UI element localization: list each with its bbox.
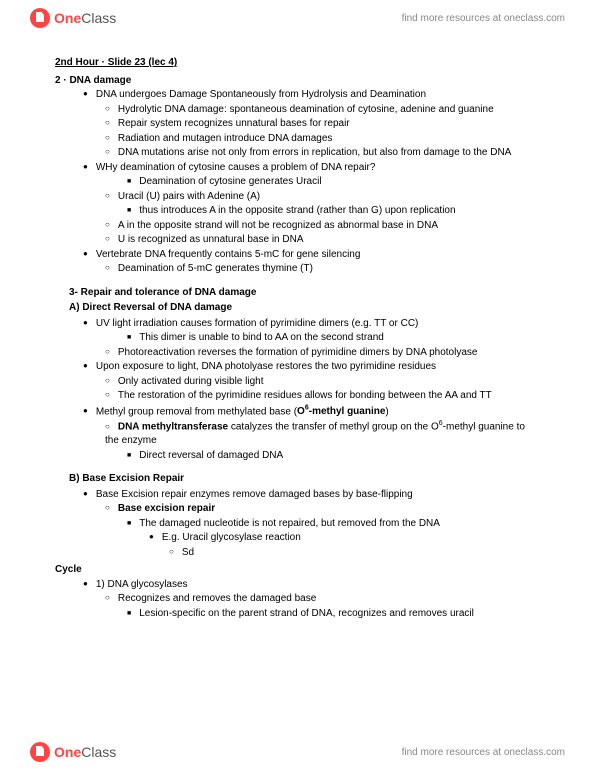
logo-one: One xyxy=(54,10,81,26)
list-item: DNA methyltransferase catalyzes the tran… xyxy=(105,419,540,447)
footer-tagline: find more resources at oneclass.com xyxy=(402,747,565,758)
brand-logo-footer: OneClass xyxy=(30,742,116,762)
document-body: 2nd Hour · Slide 23 (lec 4) 2 · DNA dama… xyxy=(0,36,595,661)
list-item: Only activated during visible light xyxy=(105,375,540,389)
list-item: Photoreactivation reverses the formation… xyxy=(105,346,540,360)
page-title: 2nd Hour · Slide 23 (lec 4) xyxy=(55,56,540,70)
list-item: Repair system recognizes unnatural bases… xyxy=(105,117,540,131)
list-item: Deamination of 5-mC generates thymine (T… xyxy=(105,262,540,276)
logo-icon xyxy=(30,742,50,762)
list-item: thus introduces A in the opposite strand… xyxy=(127,204,540,218)
page-header: OneClass find more resources at oneclass… xyxy=(0,0,595,36)
list-item: A in the opposite strand will not be rec… xyxy=(105,219,540,233)
list-item: Base excision repair xyxy=(105,502,540,516)
cycle-heading: Cycle xyxy=(55,563,540,577)
section2-heading: 2 · DNA damage xyxy=(55,74,540,88)
list-item: Radiation and mutagen introduce DNA dama… xyxy=(105,132,540,146)
list-item: UV light irradiation causes formation of… xyxy=(83,317,540,331)
list-item: Lesion-specific on the parent strand of … xyxy=(127,607,540,621)
list-item: Vertebrate DNA frequently contains 5-mC … xyxy=(83,248,540,262)
section2-list: DNA undergoes Damage Spontaneously from … xyxy=(55,88,540,102)
list-item: Base Excision repair enzymes remove dama… xyxy=(83,488,540,502)
logo-text: OneClass xyxy=(54,10,116,26)
logo-class: Class xyxy=(81,10,116,26)
list-item: Methyl group removal from methylated bas… xyxy=(83,404,540,419)
list-item: Direct reversal of damaged DNA xyxy=(127,449,540,463)
list-item: DNA undergoes Damage Spontaneously from … xyxy=(83,88,540,102)
section3-heading: 3- Repair and tolerance of DNA damage xyxy=(69,286,540,300)
list-item: Sd xyxy=(169,546,540,560)
header-tagline: find more resources at oneclass.com xyxy=(402,13,565,24)
list-item: E.g. Uracil glycosylase reaction xyxy=(149,531,540,545)
list-item: This dimer is unable to bind to AA on th… xyxy=(127,331,540,345)
logo-icon xyxy=(30,8,50,28)
logo-text: OneClass xyxy=(54,744,116,760)
list-item: Recognizes and removes the damaged base xyxy=(105,592,540,606)
list-item: Upon exposure to light, DNA photolyase r… xyxy=(83,360,540,374)
section3a-label: A) Direct Reversal of DNA damage xyxy=(69,301,540,315)
logo-one: One xyxy=(54,744,81,760)
brand-logo: OneClass xyxy=(30,8,116,28)
list-item: 1) DNA glycosylases xyxy=(83,578,540,592)
list-item: Deamination of cytosine generates Uracil xyxy=(127,175,540,189)
list-item: Hydrolytic DNA damage: spontaneous deami… xyxy=(105,103,540,117)
list-item: WHy deamination of cytosine causes a pro… xyxy=(83,161,540,175)
list-item: DNA mutations arise not only from errors… xyxy=(105,146,540,160)
list-item: The damaged nucleotide is not repaired, … xyxy=(127,517,540,531)
list-item: The restoration of the pyrimidine residu… xyxy=(105,389,540,403)
section3b-label: B) Base Excision Repair xyxy=(69,472,540,486)
list-item: U is recognized as unnatural base in DNA xyxy=(105,233,540,247)
logo-class: Class xyxy=(81,744,116,760)
page-footer: OneClass find more resources at oneclass… xyxy=(0,734,595,770)
list-item: Uracil (U) pairs with Adenine (A) xyxy=(105,190,540,204)
